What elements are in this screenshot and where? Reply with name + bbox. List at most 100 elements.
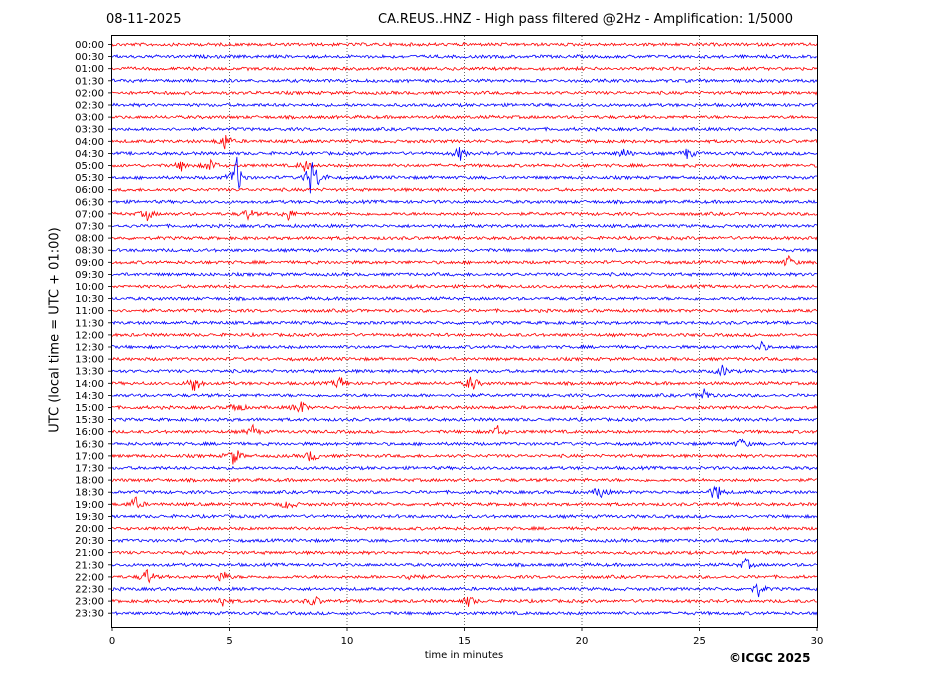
trace-row-0400 bbox=[111, 134, 818, 150]
trace-row-0300 bbox=[111, 114, 818, 120]
trace-row-0530 bbox=[111, 156, 818, 194]
x-axis-ticks: 0 5 10 15 20 25 30 bbox=[109, 627, 824, 647]
trace-row-0130 bbox=[111, 78, 818, 84]
trace-row-1630 bbox=[111, 438, 818, 448]
y-tick-label: 14:30 bbox=[75, 391, 104, 402]
trace-row-1700 bbox=[111, 450, 818, 465]
trace-row-0030 bbox=[111, 53, 818, 60]
y-tick-label: 00:30 bbox=[75, 52, 104, 63]
y-tick-label: 08:00 bbox=[75, 234, 104, 245]
y-tick-label: 01:30 bbox=[75, 76, 104, 87]
y-tick-label: 07:30 bbox=[75, 222, 104, 233]
y-tick-label: 12:00 bbox=[75, 330, 104, 341]
y-tick-label: 03:30 bbox=[75, 125, 104, 136]
y-tick-label: 12:30 bbox=[75, 343, 104, 354]
trace-row-0230 bbox=[111, 102, 818, 108]
trace-row-0630 bbox=[111, 199, 818, 205]
y-tick-label: 21:00 bbox=[75, 548, 104, 559]
trace-row-0000 bbox=[111, 41, 818, 48]
trace-row-2330 bbox=[111, 610, 818, 616]
y-tick-label: 03:00 bbox=[75, 113, 104, 124]
y-tick-label: 10:00 bbox=[75, 282, 104, 293]
y-tick-label: 13:00 bbox=[75, 355, 104, 366]
trace-row-0900 bbox=[111, 254, 818, 267]
y-tick-label: 19:30 bbox=[75, 512, 104, 523]
y-tick-label: 06:00 bbox=[75, 185, 104, 196]
y-tick-label: 18:00 bbox=[75, 476, 104, 487]
y-tick-label: 02:00 bbox=[75, 88, 104, 99]
x-axis-label: time in minutes bbox=[424, 650, 504, 661]
y-tick-label: 11:00 bbox=[75, 306, 104, 317]
y-tick-label: 09:30 bbox=[75, 270, 104, 281]
trace-row-1130 bbox=[111, 320, 818, 326]
x-tick-label: 25 bbox=[693, 636, 706, 647]
trace-row-1730 bbox=[111, 465, 818, 471]
y-tick-label: 01:00 bbox=[75, 64, 104, 75]
y-tick-label: 14:00 bbox=[75, 379, 104, 390]
y-tick-label: 18:30 bbox=[75, 488, 104, 499]
copyright-notice: ©ICGC 2025 bbox=[729, 651, 811, 665]
x-tick-label: 0 bbox=[109, 636, 115, 647]
y-tick-label: 11:30 bbox=[75, 318, 104, 329]
trace-row-1200 bbox=[111, 331, 818, 338]
trace-row-0500 bbox=[111, 158, 818, 172]
trace-row-1100 bbox=[111, 307, 818, 314]
trace-row-1000 bbox=[111, 283, 818, 290]
grid-lines bbox=[229, 36, 700, 627]
x-tick-label: 10 bbox=[341, 636, 354, 647]
trace-row-1430 bbox=[111, 388, 818, 399]
y-tick-label: 20:30 bbox=[75, 536, 104, 547]
y-tick-label: 20:00 bbox=[75, 524, 104, 535]
y-tick-label: 06:30 bbox=[75, 197, 104, 208]
x-tick-label: 5 bbox=[226, 636, 232, 647]
trace-row-1230 bbox=[111, 340, 818, 351]
y-tick-label: 08:30 bbox=[75, 246, 104, 257]
trace-row-1830 bbox=[111, 485, 818, 500]
y-tick-label: 19:00 bbox=[75, 500, 104, 511]
y-tick-label: 23:30 bbox=[75, 609, 104, 620]
trace-row-0730 bbox=[111, 223, 818, 229]
trace-row-1930 bbox=[111, 513, 818, 520]
y-tick-label: 15:30 bbox=[75, 415, 104, 426]
trace-row-1600 bbox=[111, 423, 818, 436]
x-tick-label: 30 bbox=[811, 636, 824, 647]
trace-row-2200 bbox=[111, 568, 818, 584]
y-tick-label: 00:00 bbox=[75, 40, 104, 51]
trace-row-0330 bbox=[111, 126, 818, 132]
trace-row-0200 bbox=[111, 90, 818, 96]
trace-row-2130 bbox=[111, 557, 817, 569]
trace-row-1900 bbox=[111, 496, 818, 509]
trace-row-0800 bbox=[111, 235, 818, 241]
trace-row-2300 bbox=[111, 596, 818, 607]
trace-row-0100 bbox=[111, 65, 818, 72]
trace-row-0700 bbox=[111, 210, 818, 222]
trace-row-1400 bbox=[111, 376, 818, 391]
plot-frame bbox=[111, 35, 818, 628]
y-tick-label: 22:00 bbox=[75, 572, 104, 583]
y-tick-label: 07:00 bbox=[75, 209, 104, 220]
y-tick-label: 21:30 bbox=[75, 560, 104, 571]
y-tick-label: 10:30 bbox=[75, 294, 104, 305]
trace-row-1800 bbox=[111, 477, 818, 483]
trace-row-1030 bbox=[111, 295, 818, 302]
y-tick-label: 05:30 bbox=[75, 173, 104, 184]
y-tick-label: 17:30 bbox=[75, 464, 104, 475]
x-tick-label: 20 bbox=[576, 636, 589, 647]
y-tick-label: 02:30 bbox=[75, 101, 104, 112]
trace-row-0830 bbox=[111, 247, 818, 253]
y-tick-label: 16:00 bbox=[75, 427, 104, 438]
trace-row-0930 bbox=[111, 271, 818, 278]
trace-row-2230 bbox=[112, 583, 818, 598]
seismic-traces bbox=[111, 41, 818, 616]
y-tick-label: 05:00 bbox=[75, 161, 104, 172]
y-tick-label: 13:30 bbox=[75, 367, 104, 378]
y-tick-label: 23:00 bbox=[75, 597, 104, 608]
y-tick-label: 04:00 bbox=[75, 137, 104, 148]
x-tick-label: 15 bbox=[458, 636, 471, 647]
trace-row-1330 bbox=[111, 364, 818, 377]
chart-title: CA.REUS..HNZ - High pass filtered @2Hz -… bbox=[378, 12, 794, 27]
trace-row-0430 bbox=[111, 147, 818, 161]
y-tick-label: 16:30 bbox=[75, 439, 104, 450]
trace-row-1500 bbox=[111, 401, 818, 413]
trace-row-1530 bbox=[112, 416, 818, 423]
